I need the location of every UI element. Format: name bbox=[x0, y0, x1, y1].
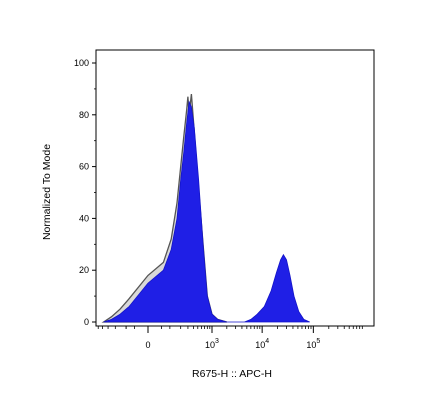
y-tick-label: 100 bbox=[74, 58, 89, 68]
x-axis-title: R675-H :: APC-H bbox=[192, 368, 272, 380]
x-tick-label: 0 bbox=[145, 340, 150, 350]
y-tick-label: 0 bbox=[84, 317, 89, 327]
y-tick-label: 80 bbox=[79, 110, 89, 120]
plot-area bbox=[101, 94, 310, 323]
x-tick-label: 105 bbox=[306, 338, 320, 350]
plot-frame bbox=[95, 49, 375, 327]
y-tick-label: 40 bbox=[79, 213, 89, 223]
y-axis-title: Normalized To Mode bbox=[41, 144, 53, 240]
axes: 0 20 40 60 80 100 0 103 104 105 bbox=[74, 49, 375, 350]
y-tick-label: 60 bbox=[79, 162, 89, 172]
x-tick-label: 104 bbox=[255, 338, 269, 350]
x-tick-label: 103 bbox=[205, 338, 219, 350]
y-tick-label: 20 bbox=[79, 265, 89, 275]
histogram-series-0 bbox=[103, 100, 310, 323]
